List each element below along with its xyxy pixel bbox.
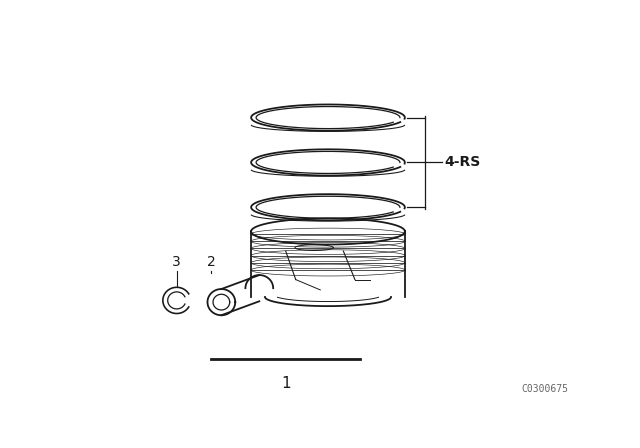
Text: 2: 2 [207,255,216,269]
Text: C0300675: C0300675 [522,383,568,393]
Text: 1: 1 [281,375,291,391]
Text: 3: 3 [172,255,181,269]
Text: 4-RS: 4-RS [445,155,481,169]
